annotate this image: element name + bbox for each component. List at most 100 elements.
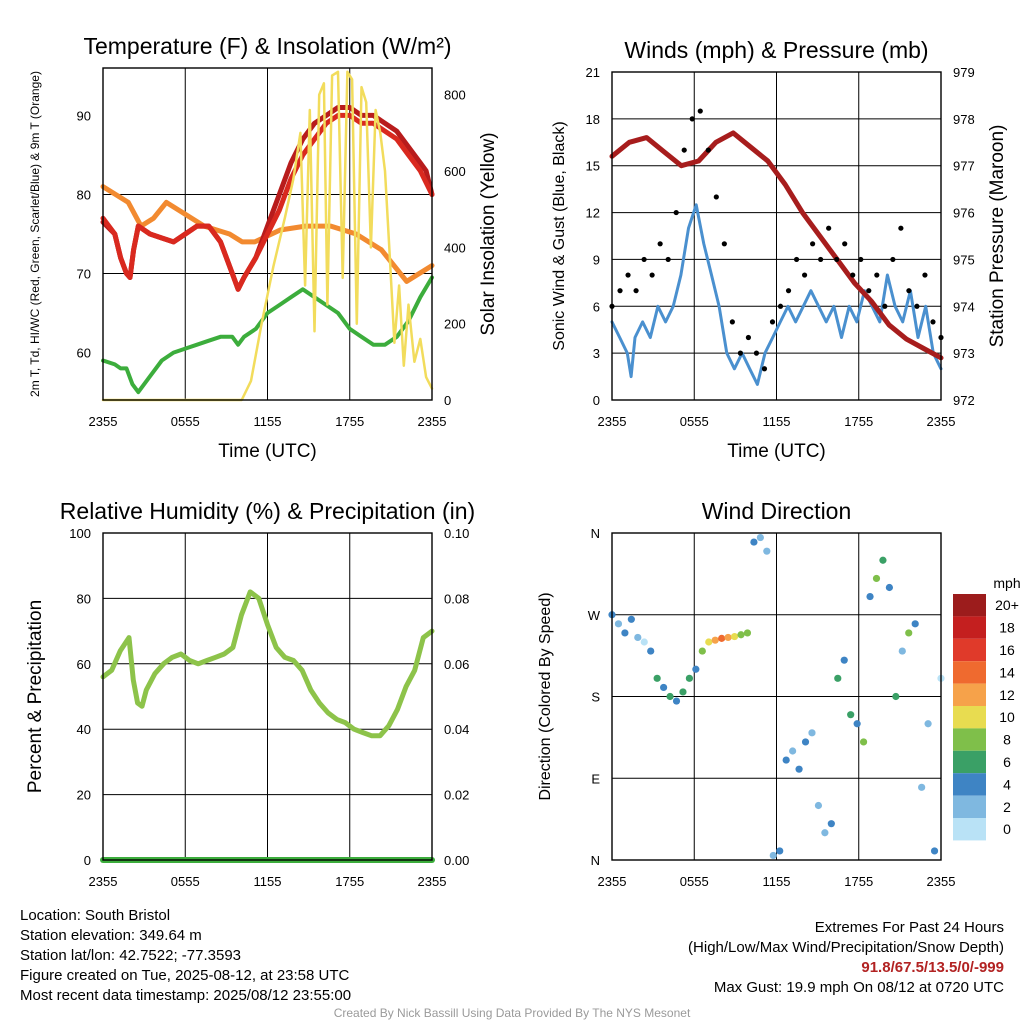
- series-line-1: [100, 184, 435, 284]
- legend-label: 20+: [995, 597, 1019, 613]
- y-tick-label: W: [588, 608, 601, 623]
- station-info: Location: South Bristol Station elevatio…: [20, 906, 351, 1006]
- x-axis-label: Time (UTC): [727, 441, 826, 462]
- direction-point: [634, 633, 642, 642]
- panel-1: Temperature (F) & Insolation (W/m²) 2355 0…: [28, 33, 499, 462]
- legend-swatch: [953, 728, 986, 751]
- legend-label: 2: [1003, 799, 1011, 815]
- gust-point: [858, 256, 864, 263]
- legend-label: 8: [1003, 732, 1011, 748]
- x-tick-label: 1155: [254, 414, 282, 429]
- y2-axis-label: Solar Insolation (Yellow): [478, 132, 499, 335]
- direction-point: [743, 629, 752, 637]
- legend-swatch: [953, 638, 986, 662]
- plot-frame: [102, 532, 433, 861]
- legend-label: 0: [1003, 821, 1011, 837]
- y-tick-label: E: [591, 771, 600, 786]
- panel-4: Wind Direction 2355 0555 1155 1755 2355 N E S W N D…: [537, 498, 1021, 889]
- direction-point: [898, 647, 906, 655]
- y2-tick-label: 977: [953, 159, 975, 174]
- y2-tick-label: 972: [953, 393, 975, 408]
- direction-point: [685, 674, 694, 682]
- extremes-title: Extremes For Past 24 Hours: [814, 919, 1004, 936]
- chart-title: Temperature (F) & Insolation (W/m²): [83, 33, 451, 59]
- gust-point: [842, 241, 848, 247]
- max-gust: Max Gust: 19.9 mph On 08/12 at 0720 UTC: [713, 979, 1004, 996]
- legend-label: 6: [1003, 754, 1011, 770]
- y-tick-label: 60: [77, 346, 91, 361]
- legend-swatch: [953, 683, 986, 706]
- y2-tick-label: 200: [444, 317, 466, 332]
- gust-point: [850, 272, 856, 278]
- y-tick-label: 60: [77, 657, 91, 672]
- panel-3: Relative Humidity (%) & Precipitation (i…: [25, 498, 475, 889]
- direction-point: [776, 847, 784, 855]
- legend-title: mph: [993, 575, 1020, 591]
- direction-point: [653, 674, 661, 682]
- y-tick-label: 3: [593, 346, 600, 361]
- gust-point: [801, 272, 808, 278]
- y2-tick-label: 974: [953, 299, 975, 314]
- panel-2: Winds (mph) & Pressure (mb) 2355 0555 1155 1…: [551, 37, 1008, 462]
- x-tick-label: 2355: [89, 414, 118, 429]
- x-tick-label: 2355: [927, 414, 956, 429]
- direction-point: [814, 801, 823, 810]
- gust-point: [882, 303, 888, 309]
- x-tick-label: 2355: [89, 874, 118, 889]
- direction-point: [892, 692, 900, 701]
- gust-point: [898, 225, 904, 231]
- y-tick-label: 100: [69, 526, 91, 541]
- gust-point: [729, 319, 735, 325]
- direction-point: [789, 747, 797, 755]
- series-line-4: [101, 275, 434, 395]
- gust-point: [866, 288, 872, 294]
- direction-point: [705, 638, 713, 646]
- direction-point: [647, 647, 655, 655]
- extremes-values: 91.8/67.5/13.5/0/-999: [861, 959, 1004, 976]
- station-latlon: Station lat/lon: 42.7522; -77.3593: [20, 947, 242, 964]
- y-tick-label: 80: [77, 187, 91, 202]
- x-tick-label: 1155: [763, 874, 791, 889]
- gust-point: [697, 108, 703, 114]
- x-tick-label: 2355: [598, 414, 627, 429]
- direction-point: [930, 847, 939, 855]
- direction-point: [621, 629, 629, 637]
- gust-point: [633, 288, 639, 294]
- x-tick-label: 0555: [171, 414, 200, 429]
- x-tick-label: 2355: [927, 874, 956, 889]
- direction-point: [834, 674, 842, 682]
- gust-point: [681, 147, 687, 153]
- direction-point: [666, 692, 674, 701]
- series-line-1: [610, 203, 943, 386]
- gust-point: [657, 241, 663, 247]
- x-tick-label: 2355: [418, 414, 447, 429]
- direction-point: [872, 574, 881, 583]
- legend-label: 10: [999, 709, 1015, 725]
- gust-point: [914, 303, 920, 309]
- y-tick-label: 18: [586, 112, 600, 127]
- gust-point: [745, 334, 752, 341]
- legend-label: 12: [999, 687, 1015, 703]
- y2-tick-label: 975: [953, 252, 975, 267]
- direction-point: [847, 711, 855, 719]
- series-line-3: [100, 112, 435, 292]
- gust-point: [785, 288, 792, 294]
- gust-point: [777, 303, 784, 309]
- legend-swatch: [953, 661, 986, 684]
- legend-swatch: [953, 616, 986, 639]
- x-tick-label: 1755: [844, 414, 873, 429]
- legend-swatch: [953, 750, 986, 774]
- x-tick-label: 1155: [254, 874, 282, 889]
- gust-point: [793, 256, 800, 263]
- gust-point: [673, 209, 679, 216]
- direction-point: [763, 547, 771, 555]
- gust-point: [769, 319, 776, 325]
- direction-point: [750, 538, 758, 546]
- x-tick-label: 1755: [335, 414, 364, 429]
- recent-data-timestamp: Most recent data timestamp: 2025/08/12 2…: [20, 987, 352, 1004]
- series-line-2: [609, 130, 944, 361]
- gust-point: [761, 366, 768, 372]
- series-line-5: [101, 70, 434, 402]
- y2-tick-label: 973: [953, 346, 975, 361]
